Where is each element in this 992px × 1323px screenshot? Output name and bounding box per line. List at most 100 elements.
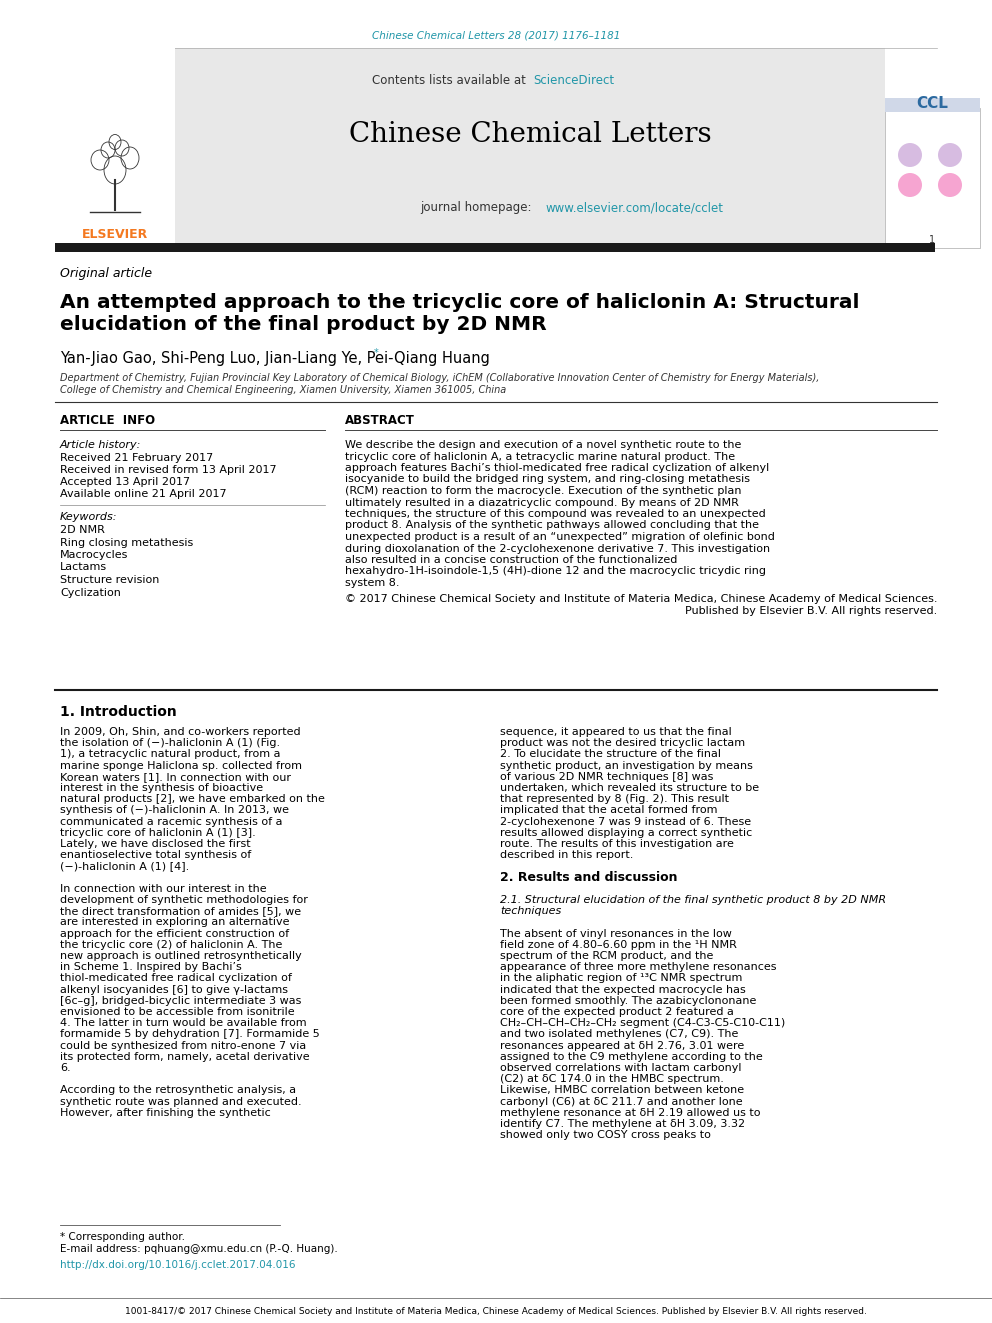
Text: system 8.: system 8. — [345, 578, 400, 587]
Text: 2D NMR: 2D NMR — [60, 525, 105, 534]
Text: E-mail address: pqhuang@xmu.edu.cn (P.-Q. Huang).: E-mail address: pqhuang@xmu.edu.cn (P.-Q… — [60, 1244, 337, 1254]
Text: formamide 5 by dehydration [7]. Formamide 5: formamide 5 by dehydration [7]. Formamid… — [60, 1029, 319, 1040]
Text: isocyanide to build the bridged ring system, and ring-closing metathesis: isocyanide to build the bridged ring sys… — [345, 475, 750, 484]
Text: Department of Chemistry, Fujian Provincial Key Laboratory of Chemical Biology, i: Department of Chemistry, Fujian Provinci… — [60, 373, 819, 382]
Text: Lactams: Lactams — [60, 562, 107, 573]
Circle shape — [938, 143, 962, 167]
Text: development of synthetic methodologies for: development of synthetic methodologies f… — [60, 894, 308, 905]
Text: undertaken, which revealed its structure to be: undertaken, which revealed its structure… — [500, 783, 759, 792]
Text: 6.: 6. — [60, 1062, 70, 1073]
Circle shape — [898, 173, 922, 197]
Text: marine sponge Haliclona sp. collected from: marine sponge Haliclona sp. collected fr… — [60, 761, 302, 770]
Text: Accepted 13 April 2017: Accepted 13 April 2017 — [60, 478, 190, 487]
Text: According to the retrosynthetic analysis, a: According to the retrosynthetic analysis… — [60, 1085, 297, 1095]
Text: and two isolated methylenes (C7, C9). The: and two isolated methylenes (C7, C9). Th… — [500, 1029, 738, 1040]
Text: thiol-medicated free radical cyclization of: thiol-medicated free radical cyclization… — [60, 974, 292, 983]
Text: 2. Results and discussion: 2. Results and discussion — [500, 871, 678, 884]
Text: the direct transformation of amides [5], we: the direct transformation of amides [5],… — [60, 906, 302, 917]
Text: ARTICLE  INFO: ARTICLE INFO — [60, 414, 155, 426]
Text: tricyclic core of haliclonin A (1) [3].: tricyclic core of haliclonin A (1) [3]. — [60, 828, 256, 837]
Text: ABSTRACT: ABSTRACT — [345, 414, 415, 426]
Text: sequence, it appeared to us that the final: sequence, it appeared to us that the fin… — [500, 728, 732, 737]
Text: www.elsevier.com/locate/cclet: www.elsevier.com/locate/cclet — [545, 201, 723, 214]
Text: resonances appeared at δH 2.76, 3.01 were: resonances appeared at δH 2.76, 3.01 wer… — [500, 1041, 744, 1050]
Text: new approach is outlined retrosynthetically: new approach is outlined retrosynthetica… — [60, 951, 302, 960]
Text: product 8. Analysis of the synthetic pathways allowed concluding that the: product 8. Analysis of the synthetic pat… — [345, 520, 759, 531]
Text: communicated a racemic synthesis of a: communicated a racemic synthesis of a — [60, 816, 283, 827]
Text: Keywords:: Keywords: — [60, 512, 117, 523]
Text: product was not the desired tricyclic lactam: product was not the desired tricyclic la… — [500, 738, 745, 749]
Text: in Scheme 1. Inspired by Bachi’s: in Scheme 1. Inspired by Bachi’s — [60, 962, 242, 972]
Text: field zone of 4.80–6.60 ppm in the ¹H NMR: field zone of 4.80–6.60 ppm in the ¹H NM… — [500, 939, 737, 950]
Text: tricyclic core of haliclonin A, a tetracyclic marine natural product. The: tricyclic core of haliclonin A, a tetrac… — [345, 451, 735, 462]
Text: Article history:: Article history: — [60, 441, 142, 450]
Text: synthesis of (−)-haliclonin A. In 2013, we: synthesis of (−)-haliclonin A. In 2013, … — [60, 806, 289, 815]
Text: envisioned to be accessible from isonitrile: envisioned to be accessible from isonitr… — [60, 1007, 295, 1017]
Text: techniques, the structure of this compound was revealed to an unexpected: techniques, the structure of this compou… — [345, 509, 766, 519]
Text: 1001-8417/© 2017 Chinese Chemical Society and Institute of Materia Medica, Chine: 1001-8417/© 2017 Chinese Chemical Societ… — [125, 1307, 867, 1315]
Text: 2. To elucidate the structure of the final: 2. To elucidate the structure of the fin… — [500, 749, 721, 759]
Text: hexahydro-1H-isoindole-1,5 (4H)-dione 12 and the macrocyclic tricydic ring: hexahydro-1H-isoindole-1,5 (4H)-dione 12… — [345, 566, 766, 577]
Text: of various 2D NMR techniques [8] was: of various 2D NMR techniques [8] was — [500, 771, 713, 782]
Text: that represented by 8 (Fig. 2). This result: that represented by 8 (Fig. 2). This res… — [500, 794, 729, 804]
Text: the tricyclic core (2) of haliclonin A. The: the tricyclic core (2) of haliclonin A. … — [60, 939, 283, 950]
Text: techniques: techniques — [500, 906, 561, 917]
Text: * Corresponding author.: * Corresponding author. — [60, 1232, 185, 1242]
Text: results allowed displaying a correct synthetic: results allowed displaying a correct syn… — [500, 828, 752, 837]
Text: (−)-haliclonin A (1) [4].: (−)-haliclonin A (1) [4]. — [60, 861, 189, 872]
Circle shape — [938, 173, 962, 197]
Text: Chinese Chemical Letters 28 (2017) 1176–1181: Chinese Chemical Letters 28 (2017) 1176–… — [372, 30, 620, 40]
Text: Likewise, HMBC correlation between ketone: Likewise, HMBC correlation between keton… — [500, 1085, 744, 1095]
Bar — [55, 48, 175, 247]
Text: observed correlations with lactam carbonyl: observed correlations with lactam carbon… — [500, 1062, 741, 1073]
Text: ultimately resulted in a diazatricyclic compound. By means of 2D NMR: ultimately resulted in a diazatricyclic … — [345, 497, 739, 508]
Bar — [175, 48, 885, 247]
Text: ScienceDirect: ScienceDirect — [533, 74, 614, 86]
Text: alkenyl isocyanides [6] to give γ-lactams: alkenyl isocyanides [6] to give γ-lactam… — [60, 984, 288, 995]
Text: are interested in exploring an alternative: are interested in exploring an alternati… — [60, 917, 290, 927]
Text: [6c–g], bridged-bicyclic intermediate 3 was: [6c–g], bridged-bicyclic intermediate 3 … — [60, 996, 302, 1005]
Text: elucidation of the final product by 2D NMR: elucidation of the final product by 2D N… — [60, 315, 547, 335]
Text: ELSEVIER: ELSEVIER — [82, 229, 148, 242]
Text: CH₂–CH–CH–CH₂–CH₂ segment (C4-C3-C5-C10-C11): CH₂–CH–CH–CH₂–CH₂ segment (C4-C3-C5-C10-… — [500, 1019, 786, 1028]
Text: We describe the design and execution of a novel synthetic route to the: We describe the design and execution of … — [345, 441, 741, 450]
Text: In connection with our interest in the: In connection with our interest in the — [60, 884, 267, 894]
Text: Original article: Original article — [60, 266, 152, 279]
Bar — [885, 108, 980, 247]
Text: unexpected product is a result of an “unexpected” migration of olefinic bond: unexpected product is a result of an “un… — [345, 532, 775, 542]
Text: identify C7. The methylene at δH 3.09, 3.32: identify C7. The methylene at δH 3.09, 3… — [500, 1119, 745, 1129]
Text: been formed smoothly. The azabicyclononane: been formed smoothly. The azabicyclonona… — [500, 996, 756, 1005]
Text: Chinese Chemical Letters: Chinese Chemical Letters — [348, 122, 711, 148]
Text: *: * — [374, 348, 379, 359]
Text: synthetic product, an investigation by means: synthetic product, an investigation by m… — [500, 761, 753, 770]
Circle shape — [898, 143, 922, 167]
Text: also resulted in a concise construction of the functionalized: also resulted in a concise construction … — [345, 556, 678, 565]
Text: Ring closing metathesis: Ring closing metathesis — [60, 537, 193, 548]
Text: approach features Bachi’s thiol-medicated free radical cyclization of alkenyl: approach features Bachi’s thiol-medicate… — [345, 463, 769, 474]
Text: showed only two COSY cross peaks to: showed only two COSY cross peaks to — [500, 1130, 711, 1140]
Text: approach for the efficient construction of: approach for the efficient construction … — [60, 929, 289, 938]
Text: 1: 1 — [929, 235, 935, 245]
Text: © 2017 Chinese Chemical Society and Institute of Materia Medica, Chinese Academy: © 2017 Chinese Chemical Society and Inst… — [345, 594, 937, 603]
Text: Contents lists available at: Contents lists available at — [372, 74, 530, 86]
Text: 1), a tetracyclic natural product, from a: 1), a tetracyclic natural product, from … — [60, 749, 281, 759]
Text: Structure revision: Structure revision — [60, 576, 160, 585]
Text: Lately, we have disclosed the first: Lately, we have disclosed the first — [60, 839, 251, 849]
Text: appearance of three more methylene resonances: appearance of three more methylene reson… — [500, 962, 777, 972]
Text: the isolation of (−)-haliclonin A (1) (Fig.: the isolation of (−)-haliclonin A (1) (F… — [60, 738, 280, 749]
Text: Korean waters [1]. In connection with our: Korean waters [1]. In connection with ou… — [60, 771, 291, 782]
Text: core of the expected product 2 featured a: core of the expected product 2 featured … — [500, 1007, 734, 1017]
Text: 2-cyclohexenone 7 was 9 instead of 6. These: 2-cyclohexenone 7 was 9 instead of 6. Th… — [500, 816, 751, 827]
Text: An attempted approach to the tricyclic core of haliclonin A: Structural: An attempted approach to the tricyclic c… — [60, 294, 859, 312]
Text: synthetic route was planned and executed.: synthetic route was planned and executed… — [60, 1097, 302, 1106]
Text: In 2009, Oh, Shin, and co-workers reported: In 2009, Oh, Shin, and co-workers report… — [60, 728, 301, 737]
Text: in the aliphatic region of ¹³C NMR spectrum: in the aliphatic region of ¹³C NMR spect… — [500, 974, 742, 983]
Text: interest in the synthesis of bioactive: interest in the synthesis of bioactive — [60, 783, 263, 792]
Text: enantioselective total synthesis of: enantioselective total synthesis of — [60, 851, 251, 860]
Text: journal homepage:: journal homepage: — [420, 201, 536, 214]
Text: Cyclization: Cyclization — [60, 587, 121, 598]
Text: could be synthesized from nitro-enone 7 via: could be synthesized from nitro-enone 7 … — [60, 1041, 307, 1050]
Text: natural products [2], we have embarked on the: natural products [2], we have embarked o… — [60, 794, 324, 804]
Text: described in this report.: described in this report. — [500, 851, 633, 860]
Text: implicated that the acetal formed from: implicated that the acetal formed from — [500, 806, 717, 815]
